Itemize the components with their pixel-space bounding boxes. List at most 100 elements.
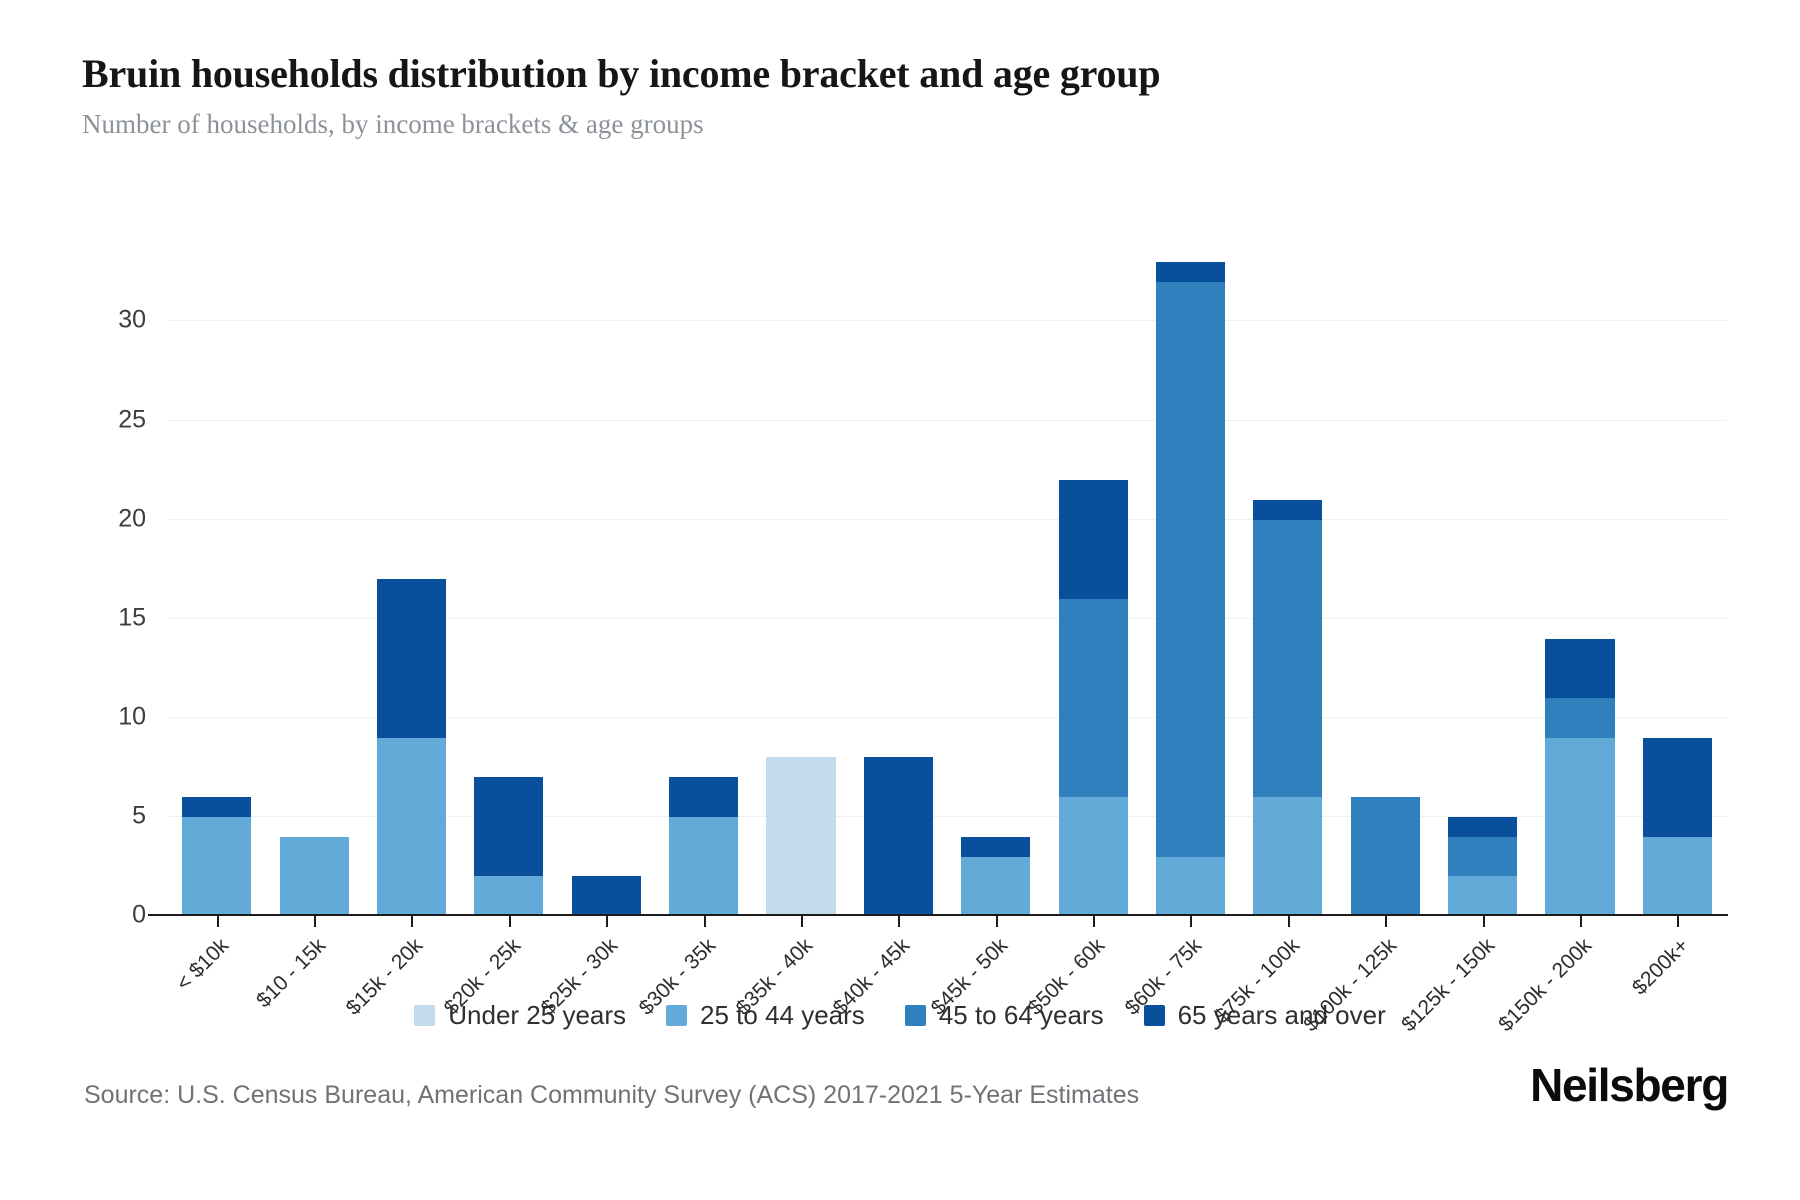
- legend-swatch-icon: [904, 1005, 926, 1026]
- bar-segment[interactable]: [1253, 797, 1323, 916]
- y-axis-tick-label: 30: [118, 305, 146, 334]
- bar-category[interactable]: $75k - 100k: [1210, 262, 1336, 1028]
- bar-category[interactable]: $45k - 50k: [926, 262, 1044, 1020]
- x-axis-line: [148, 914, 1728, 916]
- bar-segment[interactable]: [474, 876, 544, 916]
- gridline: 25: [118, 405, 1726, 433]
- x-axis-tick: [898, 916, 901, 927]
- bar-segment[interactable]: [1058, 480, 1128, 599]
- bar-segment[interactable]: [376, 737, 446, 916]
- bar-segment[interactable]: [961, 836, 1031, 857]
- x-axis-tick: [800, 916, 803, 927]
- bar-category[interactable]: < $10k: [168, 262, 265, 995]
- y-axis-tick-label: 15: [118, 603, 146, 632]
- y-axis-tick-label: 25: [118, 405, 146, 434]
- bar-segment[interactable]: [961, 856, 1031, 916]
- bar-category[interactable]: $150k - 200k: [1494, 262, 1628, 1036]
- bar-category[interactable]: $125k - 150k: [1397, 262, 1531, 1036]
- legend-label: 65 years and over: [1177, 1000, 1386, 1030]
- bar-group: < $10k $10 - 15k $15k - 20k $20k - 25k $25k …: [168, 262, 1726, 1036]
- bar-stack[interactable]: [1155, 262, 1225, 916]
- bar-stack[interactable]: [1448, 816, 1518, 916]
- bar-stack[interactable]: [1058, 480, 1128, 916]
- bar-stack[interactable]: [182, 797, 252, 916]
- bar-segment[interactable]: [1545, 638, 1615, 699]
- legend-label: 45 to 64 years: [938, 1000, 1104, 1030]
- y-axis-tick-label: 5: [132, 801, 146, 830]
- bar-segment[interactable]: [1642, 737, 1712, 837]
- bar-segment[interactable]: [1253, 519, 1323, 798]
- bar-segment[interactable]: [279, 836, 349, 916]
- chart-header: Bruin households distribution by income …: [82, 52, 1732, 140]
- legend-label: Under 25 years: [448, 1000, 627, 1030]
- x-axis-tick: [606, 916, 609, 927]
- plot-inner: 0 5 10 15 20 25 30 < $10k $10 - 15k $15k - 20k $2…: [118, 262, 1728, 1036]
- x-axis-tick: [1287, 916, 1290, 927]
- bar-category[interactable]: $200k+: [1628, 262, 1726, 999]
- bar-segment[interactable]: [766, 757, 836, 916]
- bar-segment[interactable]: [1448, 876, 1518, 916]
- gridline: 30: [118, 306, 1726, 334]
- legend-item[interactable]: 65 years and over: [1143, 1000, 1386, 1031]
- bar-segment[interactable]: [474, 777, 544, 877]
- bar-segment[interactable]: [1058, 797, 1128, 916]
- y-axis-tick-label: 10: [118, 702, 146, 731]
- bar-segment[interactable]: [1545, 737, 1615, 916]
- x-axis-tick: [1482, 916, 1485, 927]
- bar-stack[interactable]: [1642, 737, 1712, 916]
- x-axis-tick: [1093, 916, 1096, 927]
- bar-stack[interactable]: [279, 836, 349, 916]
- bar-category[interactable]: $10 - 15k: [252, 262, 362, 1012]
- bar-segment[interactable]: [1058, 598, 1128, 798]
- bar-segment[interactable]: [182, 816, 252, 916]
- bar-stack[interactable]: [474, 777, 544, 916]
- x-axis-tick: [1190, 916, 1193, 927]
- bar-segment[interactable]: [863, 757, 933, 916]
- bar-stack[interactable]: [669, 777, 739, 916]
- bar-segment[interactable]: [571, 876, 641, 916]
- legend-label: 25 to 44 years: [700, 1000, 865, 1030]
- legend-item[interactable]: 45 to 64 years: [904, 1000, 1104, 1031]
- bar-segment[interactable]: [182, 797, 252, 817]
- brand-logo: Neilsberg: [1530, 1059, 1729, 1111]
- bar-stack[interactable]: [961, 836, 1031, 916]
- source-note: Source: U.S. Census Bureau, American Com…: [84, 1081, 1140, 1109]
- x-axis-tick: [1579, 916, 1582, 927]
- legend-item[interactable]: 25 to 44 years: [666, 1000, 865, 1031]
- legend-item[interactable]: Under 25 years: [414, 1000, 626, 1031]
- x-axis-tick: [216, 916, 219, 927]
- bar-segment[interactable]: [1350, 797, 1420, 916]
- bar-category[interactable]: $15k - 20k: [342, 262, 460, 1020]
- bar-category[interactable]: $30k - 35k: [634, 262, 752, 1020]
- bar-segment[interactable]: [1253, 499, 1323, 520]
- gridline: 20: [118, 504, 1726, 532]
- bar-segment[interactable]: [1448, 836, 1518, 877]
- bar-category[interactable]: $20k - 25k: [439, 262, 557, 1020]
- bar-category[interactable]: $35k - 40k: [732, 262, 849, 1020]
- x-axis-tick-label: $200k+: [1628, 934, 1694, 1000]
- bar-segment[interactable]: [376, 579, 446, 738]
- bar-stack[interactable]: [1545, 638, 1615, 916]
- x-axis-tick: [703, 916, 706, 927]
- bar-segment[interactable]: [1155, 262, 1225, 282]
- bar-stack[interactable]: [1253, 499, 1323, 916]
- bar-stack[interactable]: [766, 757, 836, 916]
- bar-stack[interactable]: [376, 579, 446, 916]
- bar-category[interactable]: $60k - 75k: [1121, 262, 1239, 1020]
- legend-swatch-icon: [666, 1005, 688, 1026]
- bar-stack[interactable]: [863, 757, 933, 916]
- bar-category[interactable]: $25k - 30k: [537, 262, 655, 1020]
- bar-category[interactable]: $100k - 125k: [1299, 262, 1434, 1036]
- bar-stack[interactable]: [1350, 797, 1420, 916]
- bar-segment[interactable]: [1642, 836, 1712, 916]
- bar-stack[interactable]: [571, 876, 641, 916]
- bar-segment[interactable]: [1155, 856, 1225, 916]
- bar-segment[interactable]: [1155, 281, 1225, 857]
- bar-segment[interactable]: [1545, 698, 1615, 738]
- x-axis-tick: [1677, 916, 1680, 927]
- bar-segment[interactable]: [669, 816, 739, 916]
- bar-category[interactable]: $40k - 45k: [829, 262, 947, 1020]
- bar-segment[interactable]: [1448, 816, 1518, 837]
- bar-segment[interactable]: [669, 777, 739, 817]
- bar-category[interactable]: $50k - 60k: [1024, 262, 1141, 1020]
